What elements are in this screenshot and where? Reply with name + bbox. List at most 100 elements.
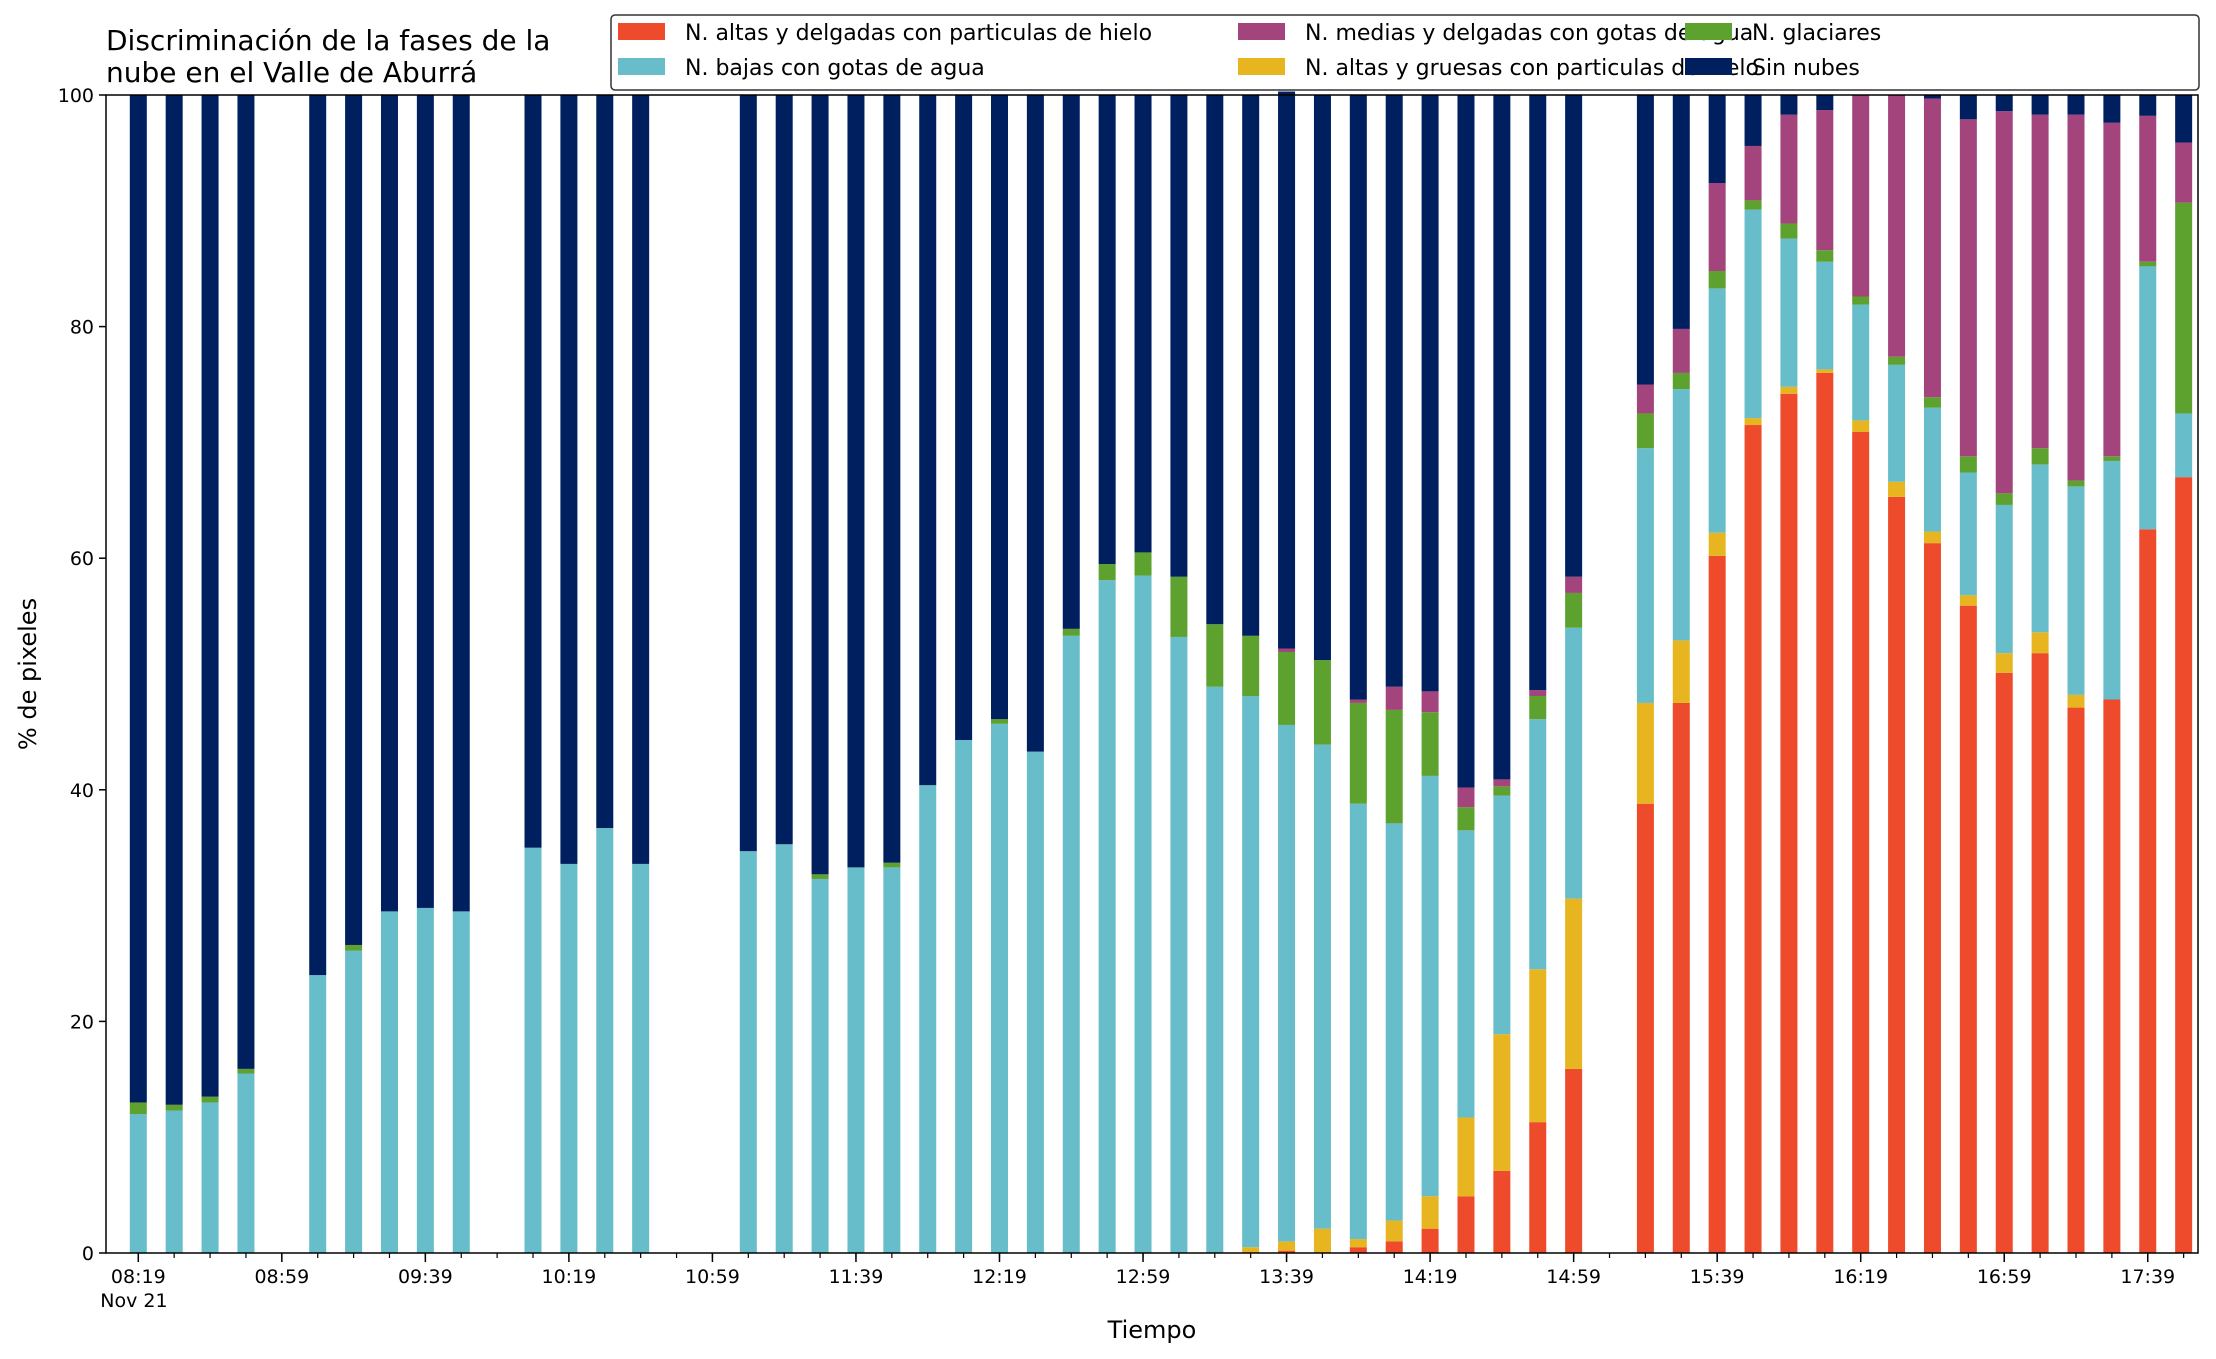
x-tick-label: 10:59 [685,1266,740,1288]
bar-segment [1457,1196,1475,1253]
bar-13 [739,95,757,1253]
bar-12 [632,95,650,1253]
bar-segment [1385,1220,1403,1242]
bar-segment [1708,555,1726,1253]
bar-segment [1170,636,1188,1253]
bar-segment [2139,95,2157,116]
bar-46 [1959,95,1977,1253]
legend-label: N. altas y delgadas con particulas de hi… [685,21,1152,46]
x-axis-label: Tiempo [1107,1316,1197,1344]
bar-segment [1242,1247,1260,1253]
legend-swatch [618,23,665,40]
bar-segment [2103,460,2121,700]
bar-segment [560,95,578,864]
bar-segment [1816,95,1834,111]
bar-51 [2139,95,2157,1253]
bar-segment [2067,95,2085,115]
bar-segment [452,95,470,912]
bar-15 [811,95,829,1253]
bar-segment [2031,464,2049,633]
legend-box [610,14,2200,91]
legend-label: N. glaciares [1752,21,1881,46]
bar-segment [345,95,363,945]
bar-47 [1995,95,2013,1253]
bar-26 [1206,95,1224,1253]
legend: N. altas y delgadas con particulas de hi… [610,14,2200,91]
bar-segment [1242,635,1260,697]
bar-segment [811,95,829,875]
bar-segment [739,851,757,1253]
bars-layer [129,91,2193,1254]
x-tick-label: 15:39 [1690,1266,1745,1288]
bar-segment [2031,95,2049,115]
bar-segment [1457,830,1475,1118]
bar-segment [1888,481,1906,497]
bar-segment [1565,1068,1583,1253]
bar-segment [811,874,829,879]
bar-segment [1744,95,1762,146]
bar-segment [1636,702,1654,804]
bar-segment [1744,418,1762,426]
bar-segment [1529,1122,1547,1253]
bar-segment [1026,751,1044,1253]
x-tick-label: 13:39 [1259,1266,1314,1288]
bar-segment [955,95,973,741]
bar-segment [1708,183,1726,272]
bar-35 [1529,95,1547,1253]
bar-segment [1816,372,1834,1253]
legend-label: Sin nubes [1752,56,1860,81]
bar-segment [1995,504,2013,654]
bar-segment [1959,456,1977,473]
bar-segment [632,863,650,1253]
bar-segment [2103,95,2121,123]
bar-segment [775,844,793,1253]
bar-segment [2139,115,2157,262]
bar-segment [1995,493,2013,505]
x-tick-label: 17:39 [2120,1266,2175,1288]
y-axis-label: % de pixeles [14,598,42,750]
bar-43 [1852,95,1870,1254]
bar-segment [2139,266,2157,530]
bar-segment [991,719,1008,724]
bar-segment [1852,95,1870,297]
bar-segment [1278,724,1296,1242]
bar-segment [1313,1228,1331,1253]
bar-segment [416,95,434,908]
bar-segment [237,95,255,1069]
bar-17 [883,95,901,1253]
bar-segment [1062,635,1080,1253]
bar-segment [1852,296,1870,305]
bar-segment [201,1102,219,1253]
legend-label: N. medias y delgadas con gotas de agua [1305,21,1753,46]
bar-segment [883,95,901,863]
bar-segment [1421,1196,1439,1229]
legend-swatch [1238,23,1285,40]
x-tick-label: 12:59 [1116,1266,1171,1288]
bar-34 [1493,95,1511,1253]
bar-segment [1923,397,1941,408]
bar-segment [129,1102,147,1115]
bar-segment [883,867,901,1253]
bar-segment [1708,271,1726,289]
bar-9 [524,95,542,1253]
bar-segment [2067,486,2085,695]
y-tick-label: 60 [70,548,94,570]
bar-segment [1349,95,1367,700]
bar-28 [1278,91,1296,1253]
bar-segment [1529,690,1547,696]
bar-segment [1744,425,1762,1253]
bar-segment [2175,202,2193,414]
bar-segment [2175,142,2193,203]
bar-segment [237,1068,255,1074]
bar-segment [1959,119,1977,457]
bar-segment [1134,552,1152,576]
y-axis: 0 20 40 60 80 100 [58,85,106,1265]
bar-segment [1529,719,1547,970]
bar-segment [1421,691,1439,713]
bar-segment [919,95,937,786]
bar-segment [955,740,973,1253]
x-tick-sublabel: Nov 21 [100,1290,167,1312]
chart-title-line-1: Discriminación de la fases de la [106,24,550,57]
bar-36 [1565,95,1583,1253]
legend-label: N. bajas con gotas de agua [685,56,985,81]
